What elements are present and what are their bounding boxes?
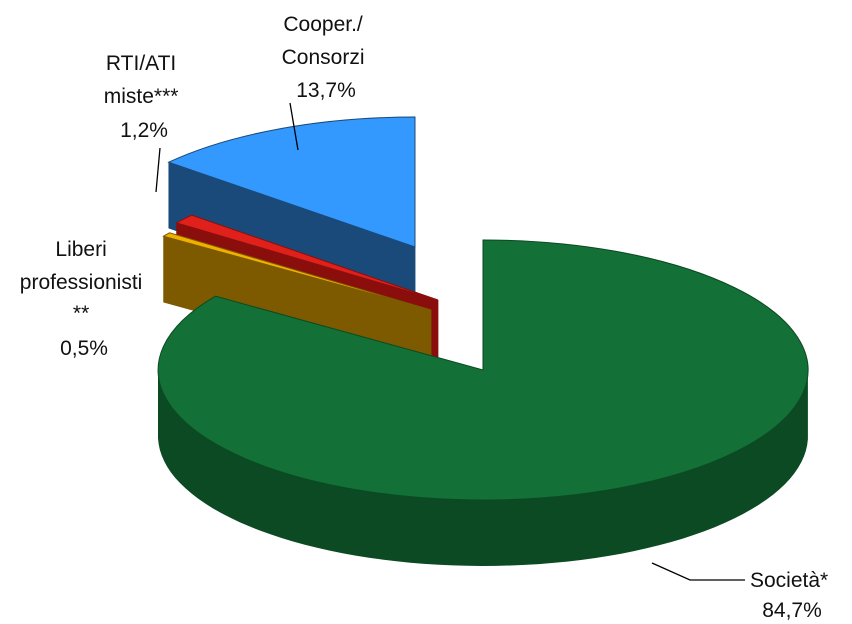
slice-name-liberi-line1: Liberi: [55, 238, 106, 261]
slice-label-societa: Società* 84,7%: [750, 569, 834, 622]
slice-top-societa: [157, 239, 809, 501]
slice-name-liberi-line2: professionisti: [20, 271, 143, 294]
slice-name-cooper-line2: Consorzi: [282, 46, 365, 69]
slice-name-cooper-line1: Cooper./: [283, 13, 363, 36]
slice-label-rti: RTI/ATI miste*** 1,2%: [104, 52, 185, 142]
slice-value-rti: 1,2%: [120, 119, 168, 142]
slice-label-cooper: Cooper./ Consorzi 13,7%: [282, 13, 371, 102]
leader-line-societa: [651, 562, 745, 581]
slice-name-societa: Società*: [750, 569, 828, 592]
slice-name-liberi-line3: **: [73, 302, 89, 325]
slice-value-cooper: 13,7%: [296, 79, 356, 102]
slice-top-liberi: [162, 232, 432, 311]
leader-line-cooper: [289, 102, 299, 151]
slice-value-liberi: 0,5%: [60, 337, 108, 360]
slice-value-societa: 84,7%: [762, 599, 822, 622]
slice-label-liberi: Liberi professionisti ** 0,5%: [20, 238, 148, 360]
slice-tops: [157, 116, 809, 501]
slice-name-rti-line2: miste***: [104, 85, 179, 108]
slice-top-rti: [175, 214, 439, 301]
slice-side-societa: [158, 372, 808, 566]
slice-name-rti-line1: RTI/ATI: [106, 52, 176, 75]
slice-top-cooper: [167, 116, 416, 248]
leader-line-rti: [155, 147, 161, 193]
